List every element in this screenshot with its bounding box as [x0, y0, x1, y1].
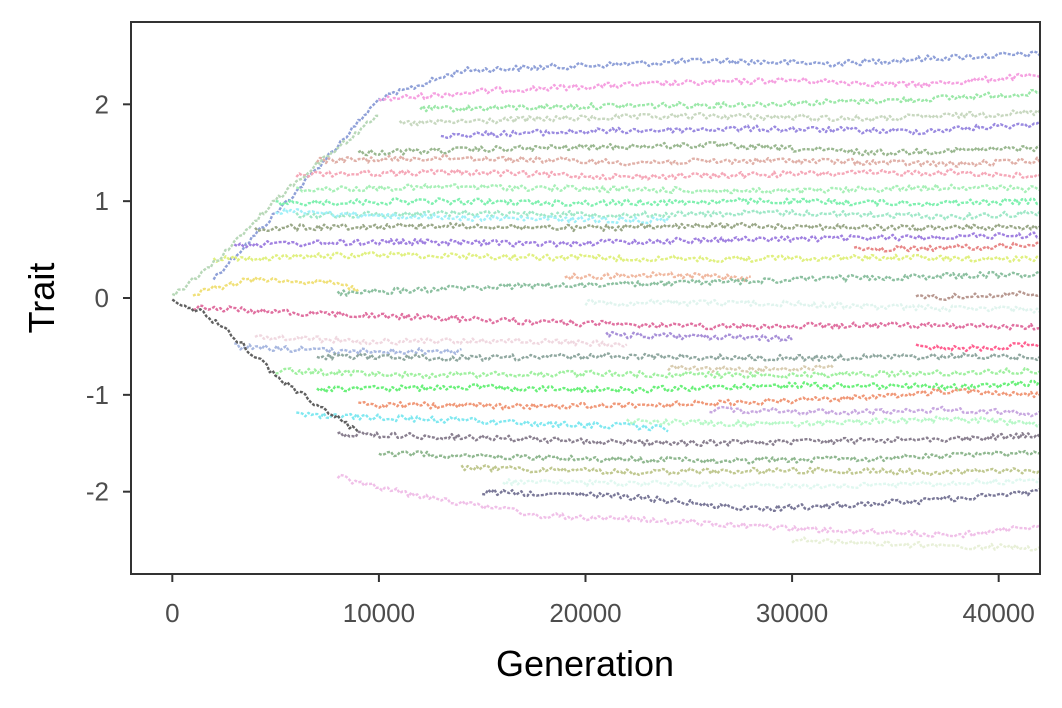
series-line — [234, 342, 462, 356]
x-axis: 0 10000 20000 30000 40000 — [165, 574, 1035, 628]
series-line — [171, 298, 360, 433]
x-tick-label: 0 — [165, 598, 179, 628]
series-line — [336, 270, 1041, 297]
series-line — [378, 72, 1041, 102]
y-tick-label: -2 — [86, 477, 109, 507]
series-line — [915, 290, 1041, 301]
series-line — [254, 334, 628, 348]
series-line — [296, 411, 669, 433]
y-axis: -2 -1 0 1 2 — [86, 89, 131, 507]
y-tick-label: 1 — [95, 186, 109, 216]
x-axis-title: Generation — [496, 643, 674, 684]
series-line — [709, 405, 1041, 418]
series-line — [419, 88, 1041, 113]
series-line — [316, 352, 1041, 362]
series-line — [336, 473, 1041, 539]
series-line — [315, 153, 1042, 168]
x-tick-label: 40000 — [963, 598, 1035, 628]
series-line — [275, 197, 1041, 207]
series-line — [295, 209, 1041, 221]
series-line — [358, 387, 1041, 411]
series-line — [625, 415, 1041, 428]
y-tick-label: 2 — [95, 89, 109, 119]
series-line — [295, 168, 1041, 181]
y-tick-label: -1 — [86, 380, 109, 410]
series-line — [212, 251, 1041, 264]
series-line — [853, 241, 1041, 253]
series-line — [667, 363, 835, 374]
series-line — [192, 276, 359, 297]
x-tick-label: 10000 — [343, 598, 415, 628]
series-line — [212, 50, 1041, 281]
series-line — [564, 271, 751, 283]
series-line — [295, 183, 1041, 195]
series-line — [502, 477, 1041, 490]
series-line — [915, 341, 1041, 353]
series-line — [192, 304, 1041, 331]
series-line — [275, 207, 669, 225]
series-line — [357, 141, 1041, 157]
series-line — [584, 298, 1041, 314]
series-line — [398, 108, 1041, 127]
series-line — [337, 430, 1041, 447]
x-tick-label: 30000 — [756, 598, 828, 628]
x-tick-label: 20000 — [549, 598, 621, 628]
series-line — [254, 221, 1041, 233]
y-tick-label: 0 — [95, 283, 109, 313]
series-line — [171, 114, 379, 297]
data-lines — [171, 50, 1042, 552]
series-line — [275, 367, 1041, 380]
series-line — [233, 231, 1041, 249]
series-line — [440, 120, 1041, 139]
series-line — [378, 449, 1041, 465]
series-line — [316, 379, 1041, 394]
series-line — [605, 330, 794, 343]
y-axis-title: Trait — [21, 263, 62, 334]
series-line — [460, 464, 1041, 477]
